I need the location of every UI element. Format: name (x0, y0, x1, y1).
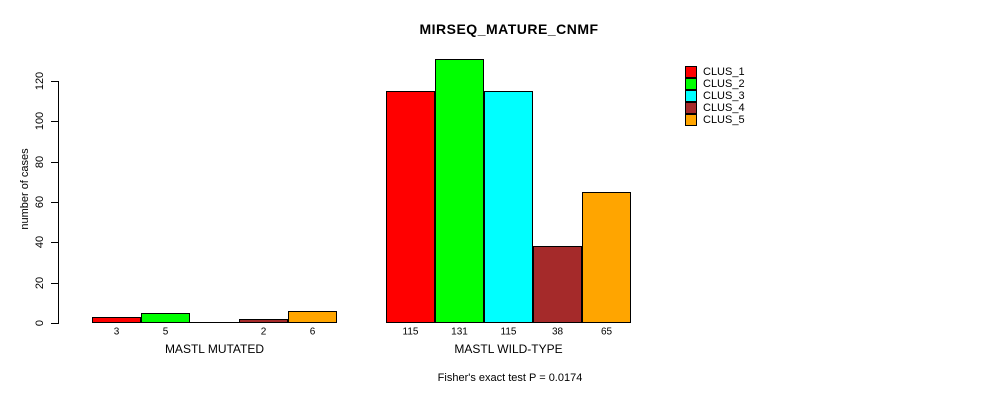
y-tick-label: 20 (34, 276, 46, 290)
bar-value-label: 38 (551, 326, 564, 338)
bar-clus-1-mastl-mutated (92, 317, 141, 323)
bar-value-label: 5 (162, 326, 169, 338)
x-group-label: MASTL WILD-TYPE (454, 342, 563, 356)
bar-clus-3-mastl-mutated (190, 322, 239, 323)
y-axis-tick (51, 283, 58, 284)
chart-title: MIRSEQ_MATURE_CNMF (419, 21, 599, 37)
bar-value-label: 3 (113, 326, 120, 338)
bar-clus-2-mastl-wild-type (435, 59, 484, 323)
bar-clus-3-mastl-wild-type (484, 91, 533, 323)
y-axis-tick (51, 81, 58, 82)
y-tick-label: 0 (34, 319, 46, 327)
bar-clus-5-mastl-mutated (288, 311, 337, 323)
y-tick-label: 40 (34, 235, 46, 249)
y-tick-label: 100 (34, 111, 46, 131)
y-axis-line (58, 81, 59, 324)
bar-clus-1-mastl-wild-type (386, 91, 435, 323)
bar-clus-5-mastl-wild-type (582, 192, 631, 323)
y-tick-label: 80 (34, 155, 46, 169)
bar-clus-4-mastl-wild-type (533, 246, 582, 323)
y-tick-label: 60 (34, 195, 46, 209)
y-tick-label: 120 (34, 71, 46, 91)
y-axis-tick (51, 202, 58, 203)
x-group-label: MASTL MUTATED (164, 342, 265, 356)
y-axis-tick (51, 242, 58, 243)
footer-text: Fisher's exact test P = 0.0174 (437, 372, 583, 384)
bar-value-label: 131 (451, 326, 468, 338)
y-axis-tick (51, 323, 58, 324)
bar-value-label: 65 (600, 326, 613, 338)
bar-clus-4-mastl-mutated (239, 319, 288, 323)
y-axis-tick (51, 121, 58, 122)
bar-value-label: 115 (500, 326, 517, 338)
bar-value-label: 115 (402, 326, 419, 338)
bar-clus-2-mastl-mutated (141, 313, 190, 323)
y-axis-tick (51, 162, 58, 163)
bar-value-label: 6 (309, 326, 316, 338)
bar-value-label: 2 (260, 326, 267, 338)
